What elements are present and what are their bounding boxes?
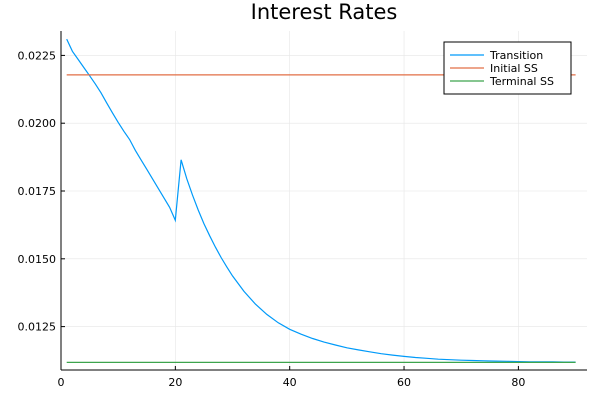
y-tick-label: 0.0150 [18,253,57,266]
axis-layer [60,31,587,371]
tick-layer: 0 20 40 60 80 0.0125 0.0150 0.0175 0.0200 0.0225 [18,49,526,389]
x-tick-label: 20 [168,376,182,389]
x-tick-label: 0 [58,376,65,389]
x-tick-label: 60 [397,376,411,389]
legend-label-initial-ss: Initial SS [490,62,538,75]
series-line-transition [66,38,576,363]
x-tick-label: 40 [283,376,297,389]
y-tick-label: 0.0175 [18,185,57,198]
y-tick-label: 0.0225 [18,49,57,62]
x-tick-label: 80 [511,376,525,389]
legend-label-transition: Transition [489,49,543,62]
chart-title: Interest Rates [251,0,398,24]
y-tick-label: 0.0200 [18,117,57,130]
y-tick-label: 0.0125 [18,321,57,334]
legend-label-terminal-ss: Terminal SS [489,75,554,88]
